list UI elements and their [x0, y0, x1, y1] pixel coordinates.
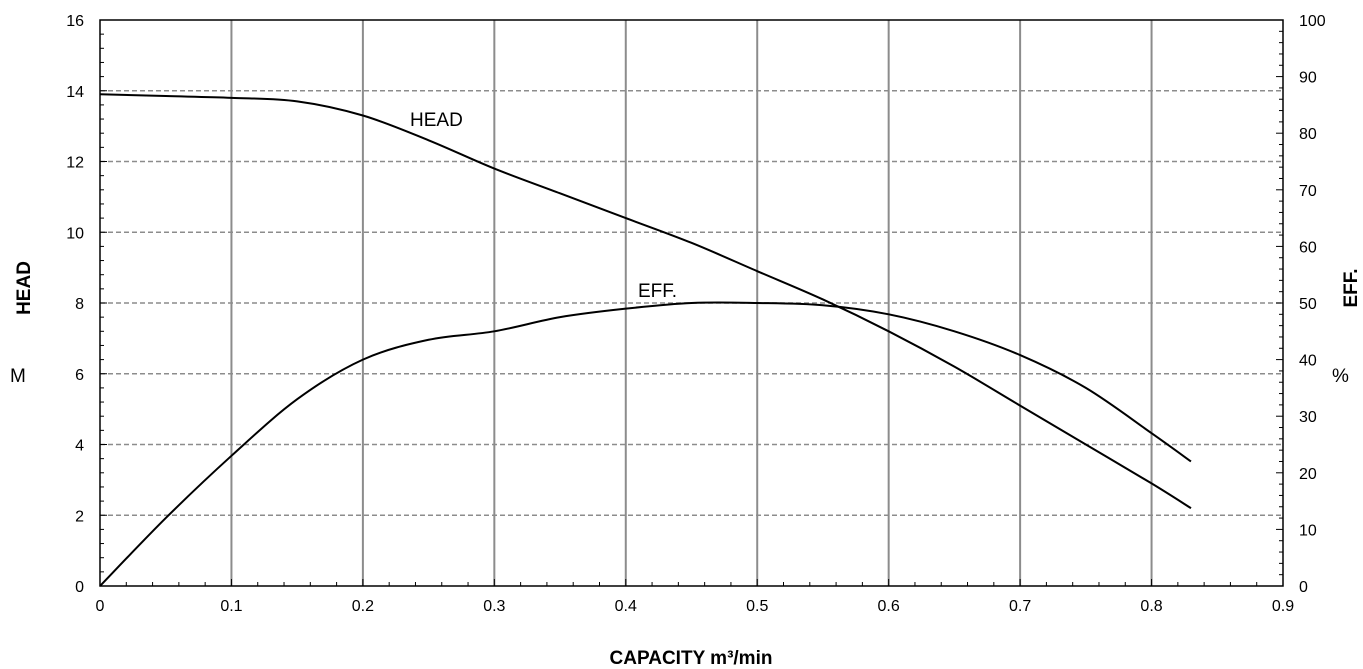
y-left-tick-label: 16 — [66, 13, 84, 30]
axis-ticks — [99, 19, 1284, 587]
y-left-tick-label: 14 — [66, 84, 84, 101]
x-tick-label: 0.8 — [1140, 598, 1162, 615]
x-tick-label: 0.1 — [220, 598, 242, 615]
series-lines — [99, 93, 1192, 587]
y-right-tick-label: 80 — [1299, 126, 1317, 143]
y-left-tick-label: 0 — [75, 579, 84, 596]
series-line-eff — [99, 301, 1192, 587]
x-tick-label: 0.4 — [615, 598, 637, 615]
y-left-tick-label: 8 — [75, 296, 84, 313]
left-axis-title: HEAD — [14, 261, 35, 315]
x-tick-label: 0.2 — [352, 598, 374, 615]
x-tick-label: 0 — [96, 598, 105, 615]
y-left-tick-label: 10 — [66, 225, 84, 242]
series-label-eff: EFF. — [638, 281, 677, 302]
grid-lines — [100, 20, 1283, 586]
x-tick-label: 0.9 — [1272, 598, 1294, 615]
y-right-tick-label: 90 — [1299, 70, 1317, 87]
y-left-tick-label: 2 — [75, 508, 84, 525]
x-axis-title: CAPACITY m³/min — [610, 648, 773, 669]
y-right-tick-label: 10 — [1299, 522, 1317, 539]
left-axis-unit: M — [10, 366, 26, 387]
y-right-tick-label: 60 — [1299, 239, 1317, 256]
y-right-tick-label: 70 — [1299, 183, 1317, 200]
x-tick-label: 0.5 — [746, 598, 768, 615]
y-left-tick-label: 6 — [75, 367, 84, 384]
right-axis-unit: % — [1332, 366, 1349, 387]
y-right-tick-label: 0 — [1299, 579, 1308, 596]
y-right-tick-label: 40 — [1299, 353, 1317, 370]
x-tick-label: 0.3 — [483, 598, 505, 615]
y-right-tick-label: 30 — [1299, 409, 1317, 426]
y-left-tick-label: 12 — [66, 155, 84, 172]
y-right-tick-label: 50 — [1299, 296, 1317, 313]
y-right-tick-label: 20 — [1299, 466, 1317, 483]
y-left-tick-label: 4 — [75, 438, 84, 455]
right-axis-title: EFF. — [1341, 268, 1362, 307]
series-line-head — [99, 93, 1192, 510]
axis-tick-labels: 0 0.1 0.2 0.3 0.4 0.5 0.6 0.7 0.8 0.9 0 2 4 6 8 10 12 14 1… — [66, 13, 1326, 615]
series-label-head: HEAD — [410, 110, 463, 131]
x-tick-label: 0.6 — [878, 598, 900, 615]
x-tick-label: 0.7 — [1009, 598, 1031, 615]
y-right-tick-label: 100 — [1299, 13, 1326, 30]
